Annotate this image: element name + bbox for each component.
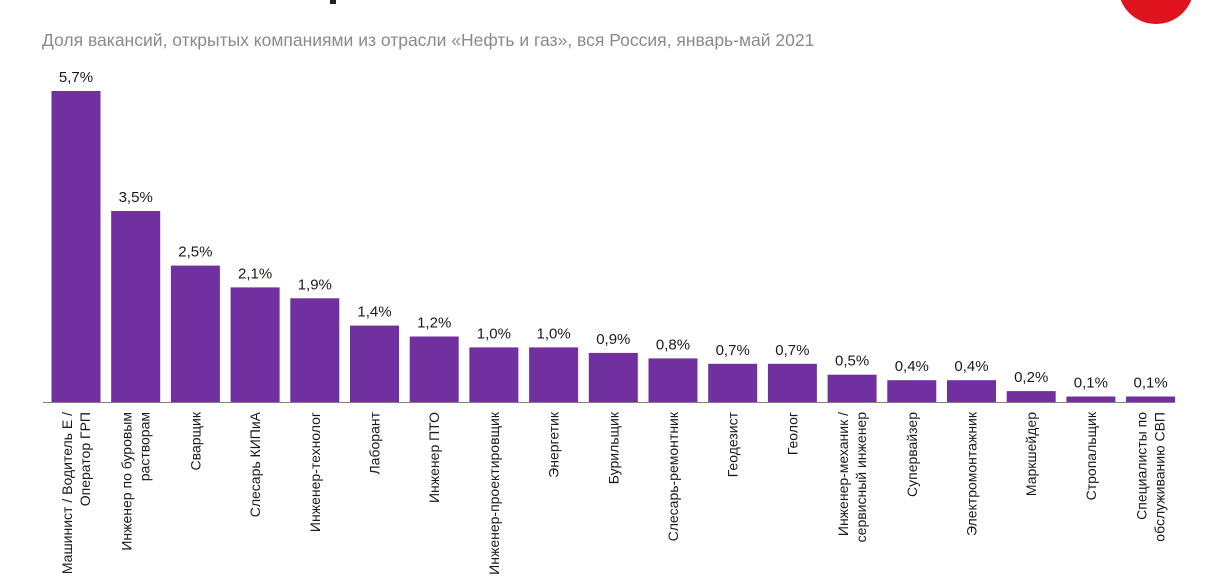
data-label-13: 0,5% bbox=[835, 353, 869, 370]
data-label-15: 0,4% bbox=[954, 358, 988, 375]
bar-9 bbox=[588, 352, 638, 402]
data-label-8: 1,0% bbox=[536, 325, 570, 342]
tick-label-6: Инженер ПТО bbox=[426, 412, 442, 503]
data-label-17: 0,1% bbox=[1074, 375, 1108, 392]
data-label-9: 0,9% bbox=[596, 331, 630, 348]
data-label-7: 1,0% bbox=[477, 325, 511, 342]
data-label-18: 0,1% bbox=[1133, 375, 1167, 392]
tick-label-11: Геодезист bbox=[725, 411, 741, 477]
bar-7 bbox=[469, 347, 519, 402]
data-label-10: 0,8% bbox=[656, 336, 690, 353]
data-label-4: 1,9% bbox=[298, 276, 332, 293]
bar-6 bbox=[409, 336, 459, 402]
tick-label-2: Сварщик bbox=[187, 411, 203, 470]
tick-label-0: Машинист / Водитель Е / Оператор ГРП bbox=[59, 412, 93, 574]
tick-label-10: Слесарь-ремонтник bbox=[665, 411, 681, 541]
tick-label-8: Энергетик bbox=[546, 411, 562, 478]
bar-12 bbox=[767, 363, 817, 402]
bar-15 bbox=[947, 380, 996, 402]
bar-5 bbox=[350, 325, 399, 402]
bar-1 bbox=[111, 211, 161, 402]
data-label-11: 0,7% bbox=[716, 342, 750, 359]
data-label-2: 2,5% bbox=[178, 244, 212, 261]
tick-label-15: Электромонтажник bbox=[964, 411, 980, 536]
bar-16 bbox=[1006, 391, 1056, 402]
chart-subtitle: Доля вакансий, открытых компаниями из от… bbox=[42, 30, 815, 50]
bar-2 bbox=[170, 265, 220, 402]
bar-14 bbox=[887, 380, 937, 402]
tick-label-5: Лаборант bbox=[367, 411, 383, 474]
tick-label-14: Супервайзер bbox=[904, 412, 920, 497]
data-label-1: 3,5% bbox=[119, 189, 153, 206]
data-label-16: 0,2% bbox=[1014, 369, 1048, 386]
bar-4 bbox=[290, 298, 340, 402]
tick-label-18: Специалисты по обслуживанию СВП bbox=[1134, 412, 1168, 542]
bar-11 bbox=[708, 363, 758, 402]
data-label-12: 0,7% bbox=[775, 342, 809, 359]
tick-label-12: Геолог bbox=[784, 412, 800, 455]
bar-8 bbox=[529, 347, 579, 402]
title-fragment bbox=[330, 0, 336, 4]
tick-label-1: Инженер по буровым растворам bbox=[119, 412, 153, 551]
tick-label-4: Инженер-технолог bbox=[307, 412, 323, 532]
data-label-14: 0,4% bbox=[895, 358, 929, 375]
tick-label-7: Инженер-проектировщик bbox=[486, 411, 502, 575]
bar-10 bbox=[648, 358, 698, 402]
tick-label-16: Маркшейдер bbox=[1023, 412, 1039, 496]
tick-label-3: Слесарь КИПиА bbox=[247, 411, 263, 517]
bar-18 bbox=[1126, 396, 1176, 402]
tick-label-9: Бурильщик bbox=[605, 411, 621, 484]
bar-17 bbox=[1066, 396, 1116, 402]
bar-0 bbox=[51, 91, 101, 402]
bar-13 bbox=[827, 374, 877, 402]
tick-label-13: Инженер-механик / сервисный инженер bbox=[835, 412, 869, 543]
data-label-0: 5,7% bbox=[59, 69, 93, 86]
data-label-6: 1,2% bbox=[417, 315, 451, 332]
tick-label-17: Стропальщик bbox=[1083, 411, 1099, 500]
data-label-5: 1,4% bbox=[357, 304, 391, 321]
data-label-3: 2,1% bbox=[238, 265, 272, 282]
bar-3 bbox=[230, 287, 280, 402]
